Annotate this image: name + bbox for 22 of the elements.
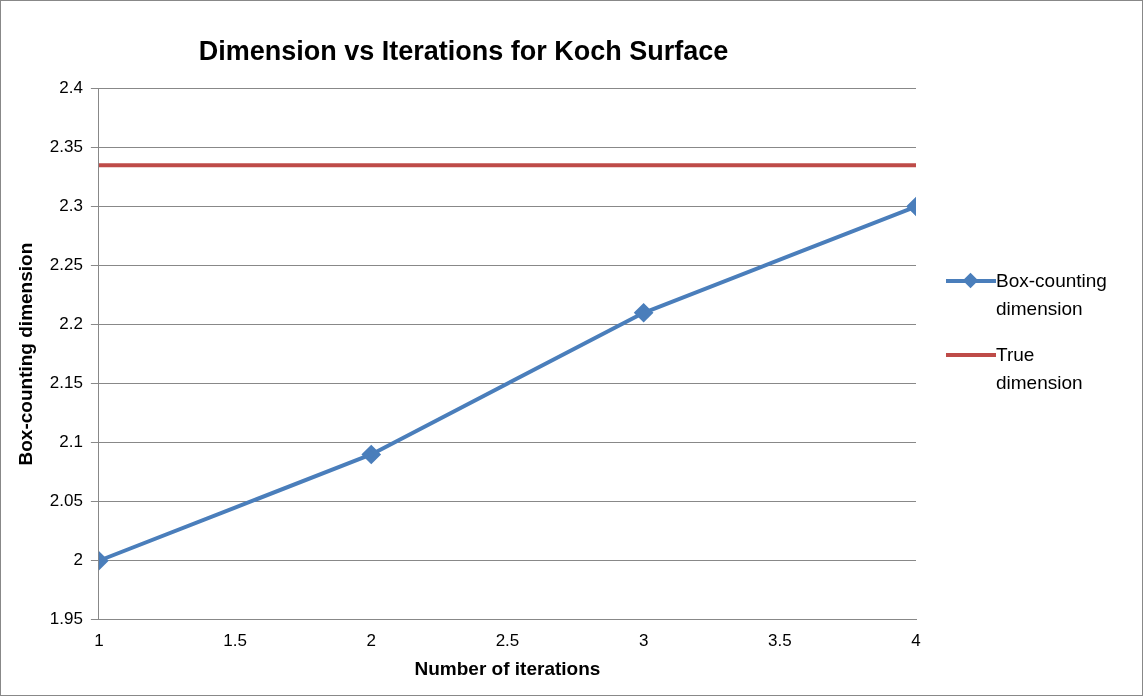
- x-tick-label: 3: [638, 630, 649, 650]
- y-tick-label: 2.15: [49, 373, 83, 393]
- y-tick-label: 2.25: [49, 255, 83, 275]
- x-tick-label: 2: [366, 630, 376, 650]
- y-tick-label: 2.1: [59, 432, 83, 452]
- x-tick-label: 1: [94, 630, 104, 650]
- chart-title: Dimension vs Iterations for Koch Surface: [198, 35, 729, 66]
- y-axis-title: Box-counting dimension: [14, 242, 36, 466]
- legend-label: Box-counting dimension: [996, 269, 1108, 321]
- x-tick-label: 4: [911, 630, 921, 650]
- x-tick-label: 1.5: [223, 630, 247, 650]
- y-tick-label: 2.35: [49, 137, 83, 157]
- y-tick-label: 2.4: [59, 78, 83, 98]
- y-tick-label: 2.05: [49, 491, 83, 511]
- y-tick-label: 2: [73, 550, 83, 570]
- y-tick-label: 2.3: [59, 196, 83, 216]
- y-tick-label: 1.95: [49, 609, 83, 629]
- legend-label: True dimension: [996, 343, 1084, 395]
- y-tick-label: 2.2: [59, 314, 83, 334]
- x-axis-title: Number of iterations: [414, 657, 601, 679]
- x-tick-label: 2.5: [495, 630, 520, 650]
- x-tick-label: 3.5: [767, 630, 792, 650]
